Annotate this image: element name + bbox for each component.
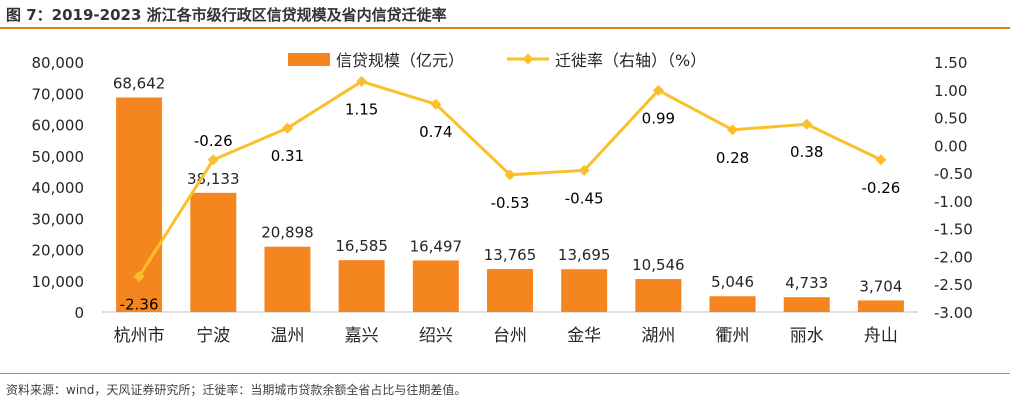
combo-chart: 0 10,000 20,000 30,000 40,000 50,000 60,000 70,… [32, 51, 973, 346]
left-y-tick-label: 30,000 [32, 210, 85, 228]
left-y-tick-label: 80,000 [32, 54, 85, 72]
x-category-label: 湖州 [641, 326, 675, 346]
right-y-tick-label: -0.50 [934, 165, 973, 183]
bar-value-label: 68,642 [113, 74, 166, 92]
bar-value-label: 3,704 [859, 277, 902, 295]
line-value-label: 0.99 [642, 109, 675, 127]
line-series [133, 75, 887, 282]
x-category-label: 宁波 [196, 326, 230, 346]
line-value-label: 0.28 [716, 149, 749, 167]
x-category-label: 丽水 [790, 326, 824, 346]
right-y-tick-label: 1.00 [934, 82, 967, 100]
source-rule [0, 373, 1010, 374]
left-y-tick-label: 50,000 [32, 148, 85, 166]
bar-value-label: 13,765 [484, 246, 537, 264]
left-y-tick-label: 40,000 [32, 179, 85, 197]
line-marker [207, 154, 219, 166]
x-category-label: 绍兴 [419, 326, 453, 346]
right-y-tick-label: -2.50 [934, 276, 973, 294]
bar-value-label: 4,733 [785, 274, 828, 292]
bar-value-label: 5,046 [711, 273, 754, 291]
right-y-tick-label: 0.50 [934, 110, 967, 128]
bar-value-label: 10,546 [632, 256, 685, 274]
line-marker [133, 270, 145, 282]
right-y-tick-label: 1.50 [934, 54, 967, 72]
right-y-tick-label: 0.00 [934, 137, 967, 155]
bar [338, 260, 385, 312]
line-marker [578, 164, 590, 176]
bar-value-labels: 68,642 38,133 20,898 16,585 16,497 13,765 13,6… [113, 74, 903, 295]
bar-value-label: 20,898 [261, 224, 314, 242]
bar [487, 268, 533, 312]
legend-bar-swatch [288, 53, 330, 66]
x-category-label: 衢州 [716, 325, 750, 346]
line-marker [281, 122, 293, 134]
line-value-label: -2.36 [120, 295, 159, 313]
line-marker [430, 98, 442, 110]
title-rule [0, 27, 1010, 29]
right-y-tick-label: -3.00 [934, 304, 973, 322]
bar-value-label: 13,695 [558, 246, 611, 264]
left-y-tick-label: 60,000 [32, 117, 85, 135]
bar [190, 192, 237, 312]
line-value-label: -0.45 [565, 189, 604, 207]
bar [709, 296, 756, 312]
figure-title: 图 7：2019-2023 浙江各市级行政区信贷规模及省内信贷迁徙率 [6, 6, 447, 24]
legend-line-marker [522, 53, 534, 65]
line-value-label: 0.31 [271, 147, 304, 165]
left-y-tick-label: 10,000 [32, 273, 85, 291]
legend-bar-label: 信贷规模（亿元） [336, 51, 464, 70]
left-y-tick-label: 70,000 [32, 85, 85, 103]
line-marker [356, 75, 368, 87]
line-value-label: 0.38 [790, 143, 823, 161]
line-marker [652, 84, 664, 96]
left-y-tick-label: 0 [74, 304, 84, 322]
bar-value-label: 16,497 [410, 237, 463, 255]
right-y-tick-label: -1.00 [934, 193, 973, 211]
right-y-axis: -3.00 -2.50 -2.00 -1.50 -1.00 -0.50 0.00 0.50 1.… [934, 54, 973, 322]
bar [264, 246, 311, 312]
x-category-label: 台州 [493, 326, 527, 346]
bar [561, 269, 608, 312]
x-category-label: 嘉兴 [345, 326, 379, 346]
left-y-axis: 0 10,000 20,000 30,000 40,000 50,000 60,000 70,… [32, 54, 85, 322]
legend-line-label: 迁徙率（右轴）（%） [555, 51, 706, 70]
line-marker [801, 118, 813, 130]
line-value-label: -0.53 [491, 194, 530, 212]
bar [412, 260, 459, 312]
right-y-tick-label: -1.50 [934, 221, 973, 239]
x-category-label: 金华 [567, 326, 601, 346]
line-value-label: -0.26 [862, 179, 901, 197]
x-category-label: 温州 [270, 326, 304, 346]
x-category-label: 舟山 [864, 326, 898, 346]
line-value-labels: -2.36 -0.26 0.31 1.15 0.74 -0.53 -0.45 0.99 0.28… [120, 100, 901, 313]
bar [857, 300, 904, 312]
line-marker [727, 124, 739, 136]
source-note: 资料来源：wind，天风证券研究所；迁徙率：当期城市贷款余额全省占比与往期差值。 [6, 383, 467, 397]
bar [635, 279, 682, 312]
chart-legend: 信贷规模（亿元） 迁徙率（右轴）（%） [288, 51, 706, 70]
left-y-tick-label: 20,000 [32, 242, 85, 260]
x-category-label: 杭州市 [114, 326, 165, 346]
bar [783, 297, 830, 312]
line-value-label: -0.26 [194, 132, 233, 150]
bar-series [116, 97, 904, 313]
line-marker [875, 154, 887, 166]
line-marker [504, 169, 516, 181]
bar-value-label: 16,585 [335, 237, 388, 255]
line-value-label: 0.74 [419, 123, 452, 141]
x-axis-labels: 杭州市 宁波 温州 嘉兴 绍兴 台州 金华 湖州 衢州 丽水 舟山 [114, 325, 898, 346]
bar-value-label: 38,133 [187, 170, 240, 188]
line-value-label: 1.15 [345, 100, 378, 118]
right-y-tick-label: -2.00 [934, 248, 973, 266]
